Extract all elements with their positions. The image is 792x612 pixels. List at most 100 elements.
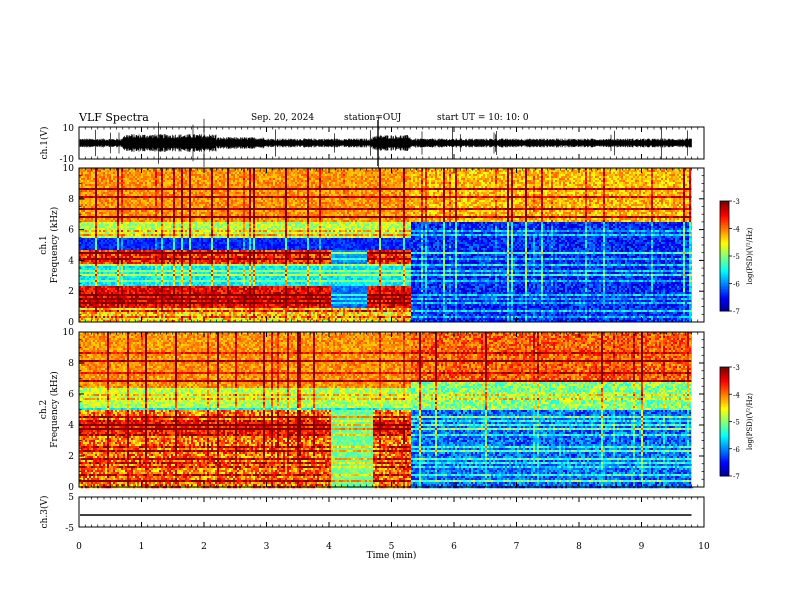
spectrogram-cell — [85, 172, 87, 174]
spectrogram-cell — [683, 178, 685, 180]
spectrogram-cell — [541, 174, 543, 176]
spectrogram-cell — [627, 176, 629, 178]
spectrogram-cell — [635, 176, 637, 178]
spectrogram-cell — [155, 174, 157, 176]
spectrogram-cell — [129, 174, 131, 176]
spectrogram-cell — [299, 172, 301, 174]
spectrogram-cell — [553, 172, 555, 174]
spectrogram-cell — [427, 180, 429, 182]
spectrogram-cell — [117, 174, 119, 176]
spectrogram-cell — [345, 174, 347, 176]
spectrogram-cell — [135, 178, 137, 180]
spectrogram-cell — [89, 176, 91, 178]
spectrogram-cell — [205, 174, 207, 176]
spectrogram-cell — [171, 174, 173, 176]
spectrogram-cell — [493, 180, 495, 182]
spectrogram-cell — [441, 180, 443, 182]
spectrogram-cell — [415, 172, 417, 174]
spectrogram-cell — [207, 180, 209, 182]
spectrogram-cell — [659, 172, 661, 174]
spectrogram-cell — [527, 174, 529, 176]
spectrogram-cell — [187, 178, 189, 180]
spectrogram-cell — [123, 174, 125, 176]
spectrogram-cell — [209, 172, 211, 174]
spectrogram-cell — [525, 178, 527, 180]
spectrogram-cell — [303, 174, 305, 176]
spectrogram-cell — [365, 172, 367, 174]
spectrogram-cell — [131, 182, 133, 184]
spectrogram-cell — [547, 174, 549, 176]
spectrogram-cell — [93, 174, 95, 176]
spectrogram-cell — [553, 180, 555, 182]
spectrogram-cell — [565, 174, 567, 176]
spectrogram-cell — [115, 182, 117, 184]
spectrogram-cell — [567, 170, 569, 172]
spectrogram-cell — [629, 172, 631, 174]
spectrogram-cell — [159, 174, 161, 176]
spectrogram-cell — [315, 182, 317, 184]
spectrogram-cell — [511, 170, 513, 172]
spectrogram-cell — [363, 172, 365, 174]
spectrogram-cell — [561, 172, 563, 174]
spectrogram-cell — [327, 180, 329, 182]
spectrogram-cell — [393, 176, 395, 178]
spectrogram-cell — [193, 180, 195, 182]
spectrogram-cell — [389, 170, 391, 172]
spectrogram-cell — [573, 176, 575, 178]
spectrogram-cell — [213, 174, 215, 176]
spectrogram-cell — [549, 172, 551, 174]
spectrogram-cell — [619, 178, 621, 180]
spectrogram-cell — [153, 178, 155, 180]
spectrogram-cell — [201, 182, 203, 184]
spectrogram-cell — [211, 180, 213, 182]
spectrogram-cell — [405, 180, 407, 182]
spectrogram-cell — [579, 178, 581, 180]
spectrogram-cell — [171, 172, 173, 174]
spectrogram-cell — [87, 180, 89, 182]
spectrogram-cell — [379, 180, 381, 182]
spectrogram-cell — [263, 180, 265, 182]
spectrogram-cell — [199, 174, 201, 176]
spectrogram-cell — [243, 176, 245, 178]
spectrogram-cell — [215, 180, 217, 182]
spectrogram-cell — [213, 182, 215, 184]
spectrogram-cell — [589, 176, 591, 178]
spectrogram-cell — [487, 176, 489, 178]
spectrogram-cell — [443, 174, 445, 176]
spectrogram-cell — [357, 170, 359, 172]
spectrogram-cell — [621, 174, 623, 176]
spectrogram-cell — [565, 178, 567, 180]
spectrogram-cell — [187, 172, 189, 174]
spectrogram-cell — [569, 178, 571, 180]
spectrogram-cell — [643, 174, 645, 176]
spectrogram-cell — [93, 172, 95, 174]
spectrogram-cell — [601, 176, 603, 178]
spectrogram-cell — [347, 180, 349, 182]
spectrogram-cell — [377, 180, 379, 182]
spectrogram-cell — [309, 176, 311, 178]
spectrogram-cell — [291, 178, 293, 180]
spectrogram-cell — [395, 172, 397, 174]
spectrogram-cell — [469, 176, 471, 178]
spectrogram-cell — [251, 172, 253, 174]
spectrogram-cell — [179, 176, 181, 178]
spectrogram-cell — [275, 178, 277, 180]
spectrogram-cell — [193, 176, 195, 178]
spectrogram-cell — [95, 172, 97, 174]
spectrogram-cell — [541, 176, 543, 178]
spectrogram-cell — [227, 182, 229, 184]
spectrogram-cell — [247, 180, 249, 182]
spectrogram-cell — [403, 182, 405, 184]
spectrogram-cell — [157, 174, 159, 176]
spectrogram-cell — [521, 176, 523, 178]
spectrogram-cell — [283, 172, 285, 174]
spectrogram-cell — [243, 180, 245, 182]
spectrogram-cell — [677, 176, 679, 178]
spectrogram-cell — [105, 172, 107, 174]
spectrogram-cell — [387, 180, 389, 182]
spectrogram-cell — [327, 174, 329, 176]
spectrogram-cell — [411, 170, 413, 172]
spectrogram-cell — [365, 178, 367, 180]
spectrogram-cell — [465, 172, 467, 174]
spectrogram-cell — [323, 174, 325, 176]
